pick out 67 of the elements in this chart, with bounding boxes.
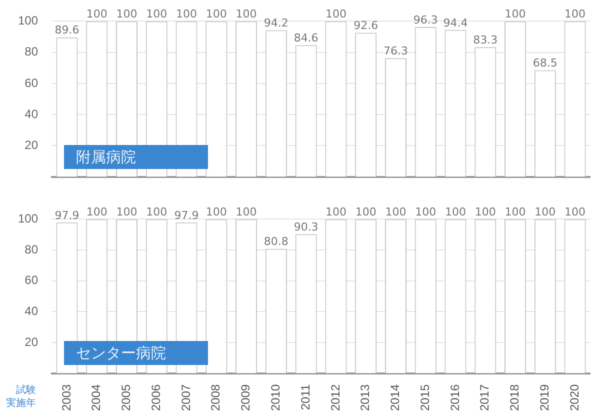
y-tick-label: 60 <box>24 76 38 90</box>
y-tick-label: 100 <box>18 212 38 226</box>
data-label: 68.5 <box>532 56 558 70</box>
y-tick-label: 60 <box>24 273 38 288</box>
x-tick-label: 2008 <box>208 384 223 412</box>
x-tick-label: 2010 <box>268 384 282 412</box>
data-label: 100 <box>325 206 346 219</box>
data-label: 92.6 <box>354 19 378 32</box>
data-label: 100 <box>564 206 586 219</box>
text: 附属病院 <box>76 146 136 168</box>
data-label: 100 <box>564 8 586 21</box>
data-label: 100 <box>325 8 346 21</box>
data-label: 100 <box>504 206 526 219</box>
x-tick-label: 2016 <box>448 384 462 412</box>
y-tick-label: 20 <box>24 334 38 349</box>
data-label: 100 <box>116 8 138 21</box>
data-label: 100 <box>385 206 406 219</box>
data-label: 100 <box>86 8 108 21</box>
y-tick-label: 40 <box>24 304 38 318</box>
x-tick-label: 2006 <box>148 384 163 412</box>
y-tick-label: 80 <box>24 44 38 59</box>
data-label: 100 <box>86 206 108 219</box>
x-tick-label: 2019 <box>537 384 552 412</box>
data-label: 100 <box>116 206 138 219</box>
x-axis-title: 試験実施年 <box>6 384 36 410</box>
y-tick-label: 40 <box>24 106 38 121</box>
x-tick-label: 2015 <box>418 384 432 412</box>
data-label: 100 <box>534 206 556 219</box>
data-label: 76.3 <box>383 44 408 58</box>
x-tick-label: 2004 <box>89 384 104 412</box>
data-label: 97.9 <box>54 208 80 222</box>
data-label: 100 <box>504 8 526 21</box>
x-tick-label: 2007 <box>178 384 193 412</box>
data-label: 100 <box>236 206 257 219</box>
data-label: 94.4 <box>443 16 468 30</box>
x-tick-label: 2012 <box>328 384 342 412</box>
x-tick-label: 2011 <box>298 384 312 410</box>
data-label: 97.9 <box>174 208 199 222</box>
data-label: 80.8 <box>264 235 288 248</box>
data-label: 94.2 <box>264 16 288 30</box>
x-tick-label: 2013 <box>358 384 372 412</box>
x-tick-label: 2014 <box>388 384 402 412</box>
data-label: 100 <box>415 206 436 219</box>
y-tick-label: 20 <box>24 138 38 152</box>
x-tick-label: 2009 <box>238 384 253 412</box>
data-label: 83.3 <box>473 34 498 47</box>
data-label: 100 <box>474 206 496 219</box>
x-tick-label: 2005 <box>119 384 134 412</box>
data-label: 100 <box>355 206 376 219</box>
data-label: 90.3 <box>294 220 318 234</box>
data-label: 100 <box>176 8 198 21</box>
data-label: 100 <box>236 8 257 21</box>
data-label: 100 <box>206 206 227 219</box>
x-tick-label: 2020 <box>567 384 582 412</box>
x-tick-label: 2018 <box>508 384 522 412</box>
data-label: 96.3 <box>413 13 438 26</box>
data-label: 100 <box>146 8 168 21</box>
x-tick-label: 2003 <box>59 384 74 412</box>
x-tick-label: 2017 <box>478 384 492 412</box>
y-tick-label: 80 <box>24 242 38 256</box>
text: センター病院 <box>76 343 166 364</box>
data-label: 100 <box>206 8 227 21</box>
data-label: 89.6 <box>54 24 80 37</box>
data-label: 100 <box>445 206 466 219</box>
y-tick-label: 100 <box>18 14 38 28</box>
data-label: 84.6 <box>294 32 318 45</box>
data-label: 100 <box>146 206 168 219</box>
